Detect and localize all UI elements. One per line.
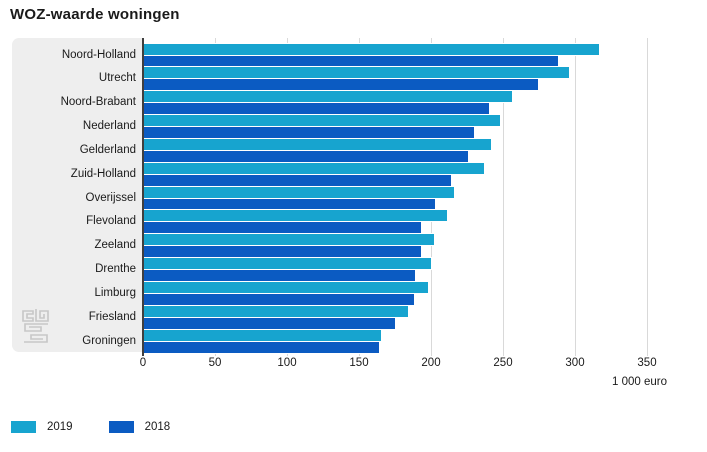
category-label-drenthe: Drenthe <box>95 263 136 276</box>
legend-label-2018: 2018 <box>144 421 171 433</box>
plot-area: 1 000 euro 0 50 100 150 200 250 300 350 <box>140 38 667 388</box>
bar-zuid-holland-2018[interactable] <box>143 174 452 186</box>
bar-nederland-2019[interactable] <box>143 115 501 127</box>
category-label-noord-holland: Noord-Holland <box>61 48 136 61</box>
bar-noord-holland-2019[interactable] <box>143 43 600 55</box>
category-label-noord-brabant: Noord-Brabant <box>60 96 136 109</box>
x-tick-label-150: 150 <box>349 357 369 369</box>
chart-legend: 2019 2018 <box>11 421 170 433</box>
bar-friesland-2019[interactable] <box>143 305 408 317</box>
bar-noord-brabant-2018[interactable] <box>143 103 489 115</box>
bar-drenthe-2019[interactable] <box>143 258 431 270</box>
x-tick-label-50: 50 <box>208 357 222 369</box>
bar-zeeland-2018[interactable] <box>143 246 421 258</box>
bar-limburg-2019[interactable] <box>143 282 429 293</box>
x-tick-label-0: 0 <box>139 357 147 369</box>
category-label-flevoland: Flevoland <box>86 215 136 228</box>
bar-friesland-2018[interactable] <box>143 317 395 329</box>
bar-overijssel-2018[interactable] <box>143 198 436 210</box>
bar-drenthe-2018[interactable] <box>143 270 416 282</box>
bar-utrecht-2019[interactable] <box>143 67 570 79</box>
x-tick-label-300: 300 <box>565 357 585 369</box>
gridline-250 <box>502 38 504 356</box>
bar-zeeland-2019[interactable] <box>143 234 434 246</box>
category-label-utrecht: Utrecht <box>98 72 136 85</box>
legend-swatch-2018 <box>108 421 134 433</box>
legend-swatch-2019 <box>11 421 36 433</box>
legend-item-2019[interactable]: 2019 <box>11 421 73 433</box>
chart-title: WOZ-waarde woningen <box>10 6 180 23</box>
category-label-nederland: Nederland <box>82 120 136 133</box>
legend-label-2019: 2019 <box>47 421 73 433</box>
category-label-overijssel: Overijssel <box>85 191 136 204</box>
axis-unit-label: 1 000 euro <box>612 376 667 388</box>
bar-utrecht-2018[interactable] <box>143 79 538 91</box>
bar-zuid-holland-2019[interactable] <box>143 162 485 174</box>
category-label-gelderland: Gelderland <box>79 143 136 156</box>
bar-noord-brabant-2019[interactable] <box>143 91 512 103</box>
x-tick-label-350: 350 <box>637 357 657 369</box>
legend-item-2018[interactable]: 2018 <box>108 421 171 433</box>
category-label-zuid-holland: Zuid-Holland <box>70 167 136 180</box>
bar-groningen-2019[interactable] <box>143 329 381 341</box>
y-axis-line <box>142 38 144 356</box>
bar-overijssel-2019[interactable] <box>143 186 455 198</box>
bar-noord-holland-2018[interactable] <box>143 55 558 67</box>
gridline-350 <box>646 38 648 356</box>
bar-flevoland-2019[interactable] <box>143 210 447 222</box>
bar-groningen-2018[interactable] <box>143 341 380 353</box>
x-tick-label-200: 200 <box>421 357 441 369</box>
category-label-limburg: Limburg <box>94 287 136 299</box>
cbs-logo-icon <box>22 309 49 343</box>
category-label-groningen: Groningen <box>82 334 136 347</box>
bar-nederland-2018[interactable] <box>143 127 475 139</box>
category-label-zeeland: Zeeland <box>94 239 136 252</box>
x-tick-label-250: 250 <box>493 357 513 369</box>
bar-flevoland-2018[interactable] <box>143 222 421 234</box>
x-tick-label-100: 100 <box>277 357 297 369</box>
bar-limburg-2018[interactable] <box>143 294 414 305</box>
category-label-panel: Noord-Holland Utrecht Noord-Brabant Nederla… <box>12 38 143 352</box>
bar-gelderland-2018[interactable] <box>143 150 469 162</box>
gridline-300 <box>574 38 576 356</box>
bar-gelderland-2019[interactable] <box>143 138 492 150</box>
category-label-friesland: Friesland <box>88 310 136 323</box>
